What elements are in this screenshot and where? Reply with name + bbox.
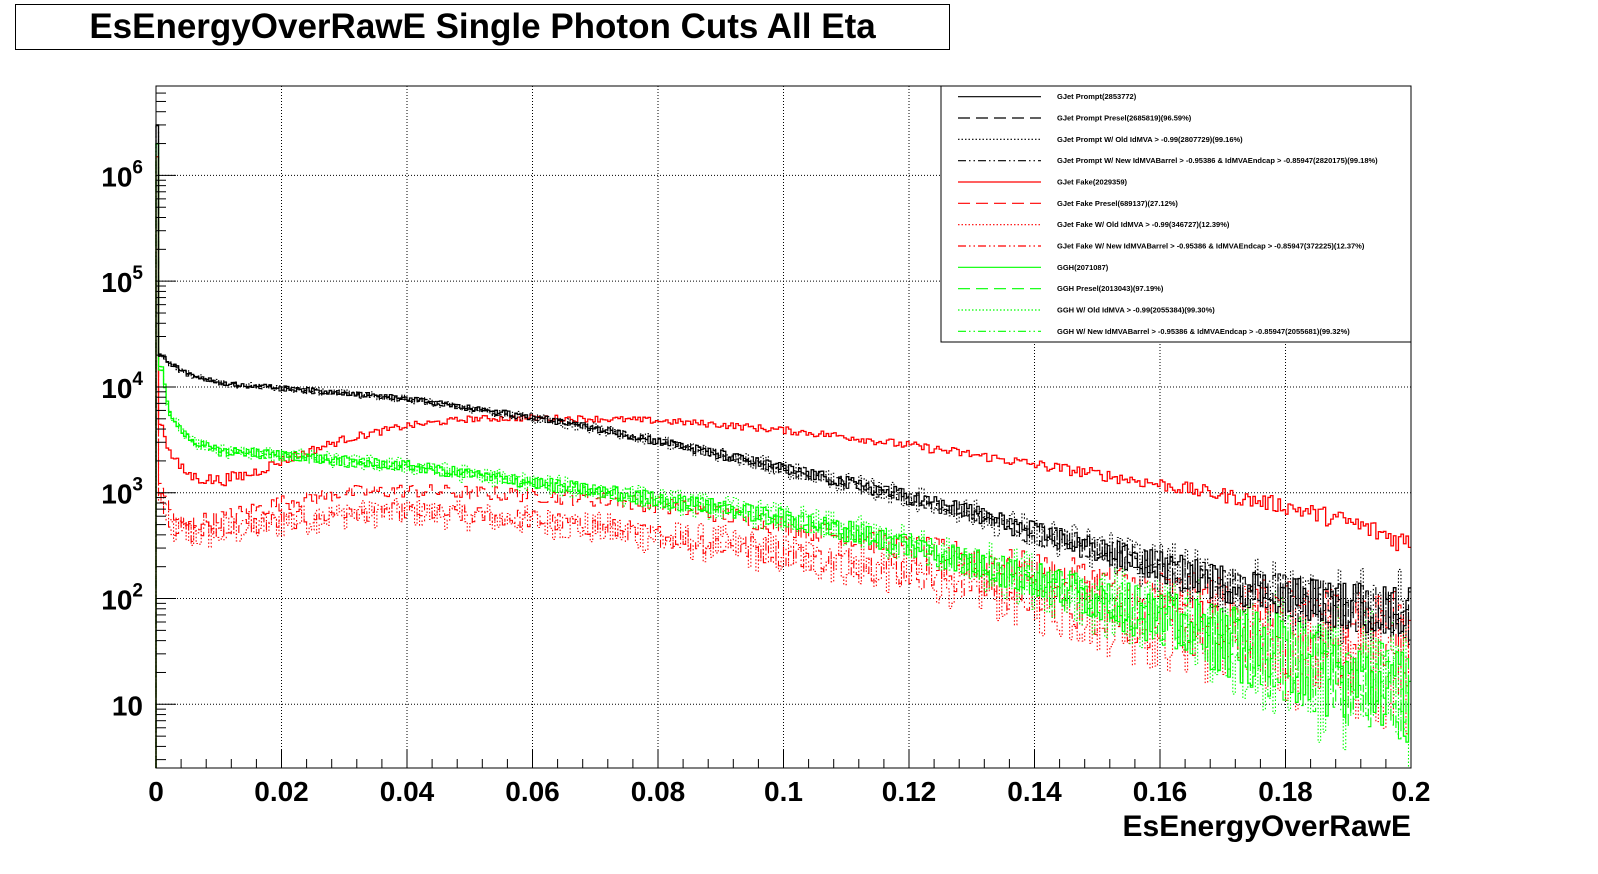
legend-label: GGH(2071087) — [1057, 263, 1109, 272]
x-tick-label: 0.08 — [631, 776, 686, 807]
legend-label: GGH W/ Old IdMVA > -0.99(2055384)(99.30%… — [1057, 306, 1215, 315]
y-tick-label: 103 — [101, 475, 143, 510]
series-line — [155, 248, 1411, 768]
title-box: EsEnergyOverRawE Single Photon Cuts All … — [15, 4, 950, 50]
x-axis-title: EsEnergyOverRawE — [1123, 810, 1411, 843]
series-line — [155, 124, 1411, 768]
series-line — [155, 248, 1411, 768]
x-tick-label: 0.02 — [254, 776, 309, 807]
y-tick-label: 102 — [101, 581, 143, 616]
grid — [156, 86, 1411, 768]
series-layer — [155, 124, 1411, 769]
x-tick-label: 0 — [148, 776, 164, 807]
legend-label: GJet Fake(2029359) — [1057, 178, 1128, 187]
legend-label: GJet Fake W/ Old IdMVA > -0.99(346727)(1… — [1057, 220, 1230, 229]
y-tick-label: 106 — [101, 157, 143, 192]
y-tick-label: 104 — [101, 369, 143, 404]
legend-label: GGH Presel(2013043)(97.19%) — [1057, 284, 1164, 293]
chart-title: EsEnergyOverRawE Single Photon Cuts All … — [89, 7, 876, 46]
y-tick-labels: 10 102 103 104 105 106 — [101, 157, 143, 721]
legend-label: GJet Prompt(2853772) — [1057, 92, 1137, 101]
legend-label: GJet Fake Presel(689137)(27.12%) — [1057, 199, 1178, 208]
x-tick-label: 0.06 — [505, 776, 560, 807]
y-tick-label: 10 — [112, 690, 143, 721]
x-tick-label: 0.12 — [882, 776, 937, 807]
legend-box — [940, 85, 1412, 343]
x-tick-label: 0.2 — [1392, 776, 1431, 807]
legend-label: GJet Prompt W/ Old IdMVA > -0.99(2807729… — [1057, 135, 1243, 144]
series-line — [155, 142, 1411, 768]
legend-label: GJet Prompt Presel(2685819)(96.59%) — [1057, 114, 1192, 123]
axis-ticks — [155, 85, 1412, 768]
y-tick-label: 105 — [101, 263, 143, 298]
x-tick-label: 0.16 — [1133, 776, 1188, 807]
series-line — [155, 144, 1411, 768]
x-tick-labels: 0 0.02 0.04 0.06 0.08 0.1 0.12 0.14 0.16 0.18 0.2 — [148, 776, 1430, 807]
x-tick-label: 0.14 — [1007, 776, 1062, 807]
series-line — [155, 216, 1411, 768]
x-tick-label: 0.04 — [380, 776, 435, 807]
x-tick-label: 0.1 — [764, 776, 803, 807]
legend-label: GGH W/ New IdMVABarrel > -0.95386 & IdMV… — [1057, 327, 1350, 336]
legend-label: GJet Fake W/ New IdMVABarrel > -0.95386 … — [1057, 242, 1365, 251]
series-line — [155, 156, 1411, 768]
legend-label: GJet Prompt W/ New IdMVABarrel > -0.9538… — [1057, 156, 1378, 165]
legend: GJet Prompt(2853772) GJet Prompt Presel(2… — [940, 85, 1412, 343]
x-tick-label: 0.18 — [1258, 776, 1313, 807]
